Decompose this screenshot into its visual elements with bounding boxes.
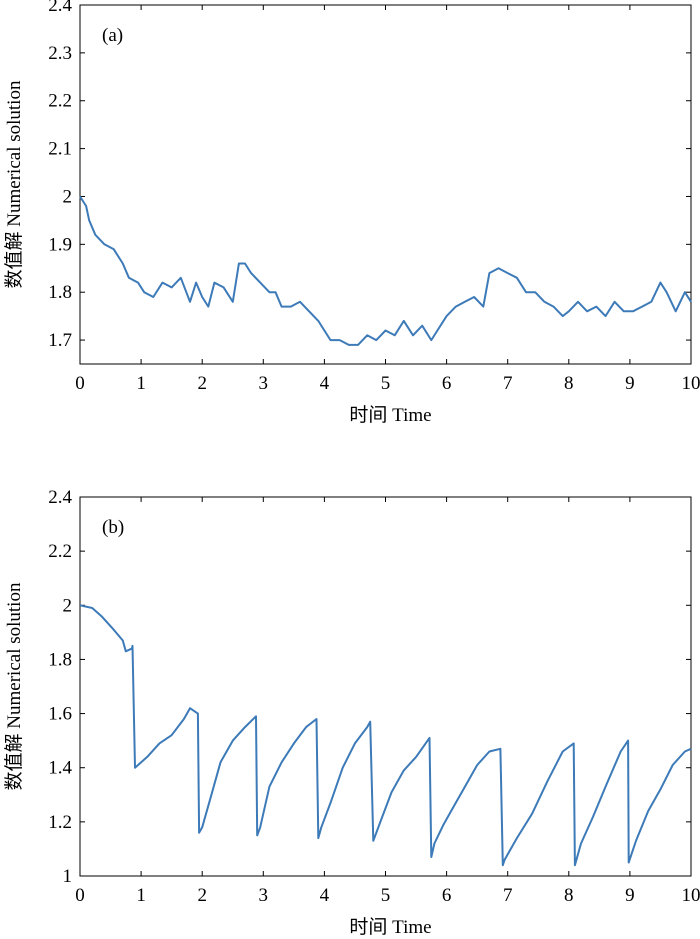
x-tick-label: 5 — [381, 885, 391, 906]
panel-label: (a) — [102, 25, 123, 46]
x-tick-label: 7 — [503, 373, 513, 394]
y-tick-label: 1.6 — [48, 704, 72, 725]
x-tick-label: 4 — [320, 885, 330, 906]
y-axis-title: 数值解 Numerical solution — [3, 80, 25, 288]
x-tick-label: 9 — [625, 373, 635, 394]
x-tick-label: 0 — [75, 373, 85, 394]
x-tick-label: 6 — [442, 885, 452, 906]
y-tick-label: 1.2 — [48, 812, 72, 833]
x-tick-label: 8 — [564, 885, 574, 906]
plot-frame — [79, 496, 692, 877]
x-tick-label: 0 — [75, 885, 85, 906]
x-axis-title: 时间 Time — [349, 404, 431, 426]
y-tick-label: 2.2 — [48, 91, 72, 112]
y-tick-label: 1.7 — [48, 330, 72, 351]
x-tick-label: 1 — [136, 373, 146, 394]
x-axis-title: 时间 Time — [349, 916, 431, 938]
y-tick-label: 1.4 — [48, 758, 72, 779]
x-tick-label: 3 — [259, 373, 269, 394]
y-tick-label: 1.9 — [48, 234, 72, 255]
x-tick-label: 5 — [381, 373, 391, 394]
y-tick-label: 1.8 — [48, 282, 72, 303]
chart-panel-1: 0 1 2 3 4 5 6 7 8 9 10 1.7 1.8 1.9 2 2.1 2.2 2.3 2.4 (a) 时间 … — [3, 0, 700, 426]
x-tick-label: 7 — [503, 885, 513, 906]
x-tick-label: 9 — [625, 885, 635, 906]
x-tick-label: 10 — [682, 885, 700, 906]
series-line-1 — [79, 604, 692, 867]
x-tick-label: 2 — [197, 885, 207, 906]
x-tick-label: 10 — [682, 373, 700, 394]
y-tick-label: 2.1 — [48, 139, 72, 160]
x-tick-label: 3 — [259, 885, 269, 906]
y-tick-label: 2.2 — [48, 541, 72, 562]
y-axis-title: 数值解 Numerical solution — [3, 582, 25, 790]
y-tick-label: 2.3 — [48, 43, 72, 64]
y-tick-label: 1.8 — [48, 649, 72, 670]
x-tick-label: 4 — [320, 373, 330, 394]
y-tick-label: 2 — [63, 186, 73, 207]
panel-label: (b) — [102, 517, 124, 538]
x-tick-label: 8 — [564, 373, 574, 394]
y-tick-label: 2 — [63, 595, 73, 616]
x-tick-label: 1 — [136, 885, 146, 906]
y-tick-label: 1 — [63, 866, 73, 887]
y-tick-label: 2.4 — [48, 487, 72, 508]
x-tick-label: 6 — [442, 373, 452, 394]
y-tick-label: 2.4 — [48, 0, 72, 16]
series-line-1 — [79, 195, 692, 346]
x-tick-label: 2 — [197, 373, 207, 394]
